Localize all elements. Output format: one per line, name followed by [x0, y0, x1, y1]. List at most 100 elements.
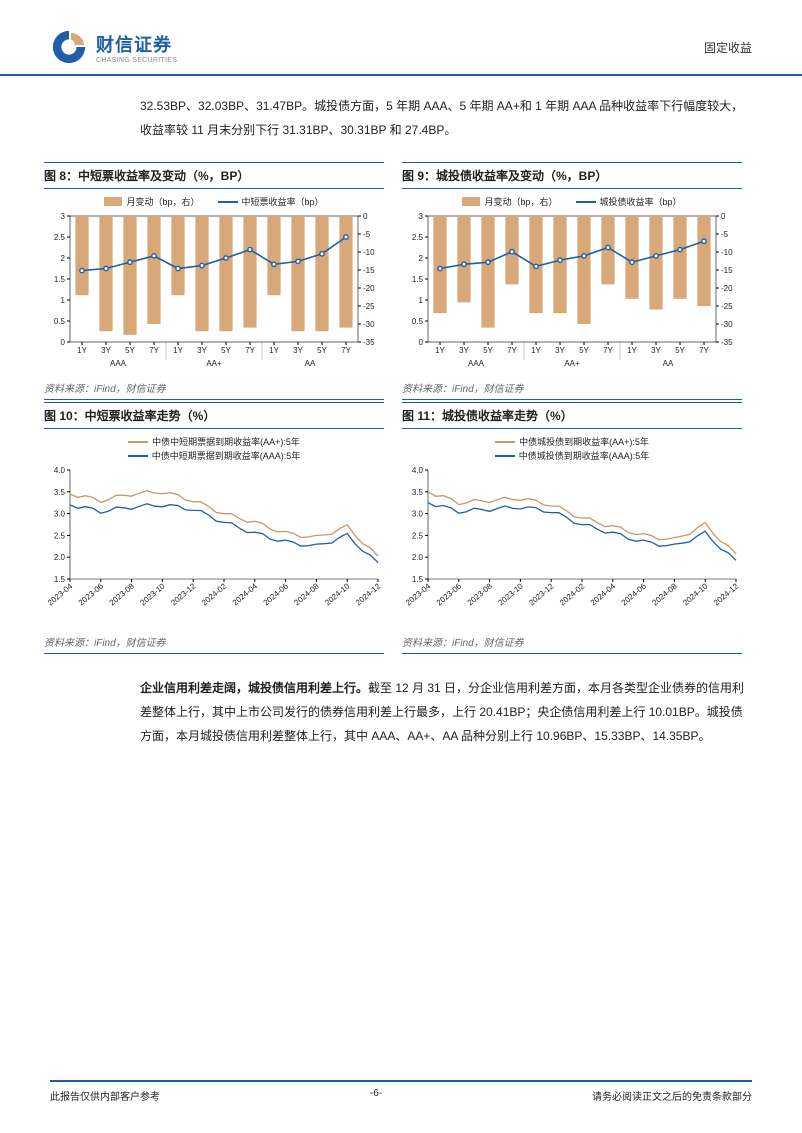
line-swatch	[576, 201, 596, 203]
svg-text:5Y: 5Y	[675, 346, 685, 355]
svg-text:3: 3	[61, 212, 66, 221]
svg-text:2.5: 2.5	[412, 233, 424, 242]
line-swatch	[495, 455, 515, 457]
svg-text:3.0: 3.0	[54, 510, 66, 519]
svg-text:3.5: 3.5	[54, 488, 66, 497]
svg-text:2024-02: 2024-02	[200, 581, 229, 607]
svg-text:5Y: 5Y	[579, 346, 589, 355]
fig9: 图 9：城投债收益率及变动（%，BP） 月变动（bp，右） 城投债收益率（bp）…	[402, 162, 742, 400]
svg-text:AAA: AAA	[468, 359, 485, 368]
svg-text:-10: -10	[363, 248, 375, 257]
fig8-chart: 00.511.522.53-35-30-25-20-15-10-501Y3Y5Y…	[44, 212, 384, 372]
svg-text:2023-06: 2023-06	[77, 581, 106, 607]
page-footer: 此报告仅供内部客户参考 -6- 请务必阅读正文之后的免责条款部分	[0, 1080, 802, 1133]
svg-text:2024-08: 2024-08	[292, 581, 321, 607]
svg-text:4.0: 4.0	[412, 466, 424, 475]
svg-text:2024-08: 2024-08	[650, 581, 679, 607]
svg-text:2.5: 2.5	[54, 531, 66, 540]
svg-text:2.0: 2.0	[412, 553, 424, 562]
svg-text:AAA: AAA	[110, 359, 127, 368]
svg-text:-15: -15	[363, 266, 375, 275]
svg-text:2023-06: 2023-06	[435, 581, 464, 607]
fig10-chart: 1.52.02.53.03.54.02023-042023-062023-082…	[44, 466, 384, 621]
svg-text:3: 3	[419, 212, 424, 221]
svg-text:1Y: 1Y	[269, 346, 279, 355]
svg-text:1Y: 1Y	[173, 346, 183, 355]
svg-text:3Y: 3Y	[459, 346, 469, 355]
svg-text:-30: -30	[721, 320, 733, 329]
svg-text:2023-12: 2023-12	[169, 581, 198, 607]
svg-text:AA: AA	[305, 359, 316, 368]
svg-text:0: 0	[721, 212, 726, 221]
line-swatch	[495, 441, 515, 443]
svg-text:2023-12: 2023-12	[527, 581, 556, 607]
fig9-title: 图 9：城投债收益率及变动（%，BP）	[402, 162, 742, 189]
svg-text:7Y: 7Y	[341, 346, 351, 355]
fig11-chart: 1.52.02.53.03.54.02023-042023-062023-082…	[402, 466, 742, 621]
svg-text:1.5: 1.5	[54, 275, 66, 284]
fig11-source: 资料来源：iFind，财信证券	[402, 630, 742, 654]
svg-text:-25: -25	[721, 302, 733, 311]
fig8-source: 资料来源：iFind，财信证券	[44, 376, 384, 400]
svg-text:1Y: 1Y	[435, 346, 445, 355]
svg-text:1.5: 1.5	[412, 275, 424, 284]
svg-text:1.5: 1.5	[412, 575, 424, 584]
svg-text:7Y: 7Y	[603, 346, 613, 355]
svg-text:2024-12: 2024-12	[354, 581, 383, 607]
svg-text:2023-08: 2023-08	[108, 581, 137, 607]
svg-text:2023-04: 2023-04	[404, 581, 433, 607]
svg-text:4.0: 4.0	[54, 466, 66, 475]
svg-text:-35: -35	[721, 338, 733, 347]
svg-text:3Y: 3Y	[555, 346, 565, 355]
svg-text:3Y: 3Y	[101, 346, 111, 355]
fig11-legend: 中债城投债到期收益率(AA+):5年 中债城投债到期收益率(AAA):5年	[402, 435, 742, 462]
svg-text:2.5: 2.5	[54, 233, 66, 242]
svg-text:2.0: 2.0	[54, 553, 66, 562]
para2-bold: 企业信用利差走阔，城投债信用利差上行。	[140, 681, 368, 695]
svg-text:2024-06: 2024-06	[620, 581, 649, 607]
svg-text:2024-04: 2024-04	[231, 581, 260, 607]
fig10-source: 资料来源：iFind，财信证券	[44, 630, 384, 654]
svg-text:2: 2	[61, 254, 66, 263]
svg-text:2023-10: 2023-10	[496, 581, 525, 607]
fig11-title: 图 11：城投债收益率走势（%）	[402, 402, 742, 429]
svg-text:0.5: 0.5	[412, 317, 424, 326]
brand-logo: 财信证券 CHASING SECURITIES	[50, 28, 177, 66]
svg-text:-15: -15	[721, 266, 733, 275]
logo-icon	[50, 28, 88, 66]
page-header: 财信证券 CHASING SECURITIES 固定收益	[0, 0, 802, 76]
svg-text:7Y: 7Y	[507, 346, 517, 355]
svg-text:2024-10: 2024-10	[323, 581, 352, 607]
footer-right: 请务必阅读正文之后的免责条款部分	[592, 1088, 752, 1103]
svg-text:-20: -20	[363, 284, 375, 293]
line-swatch	[128, 441, 148, 443]
svg-text:0: 0	[419, 338, 424, 347]
svg-text:2024-12: 2024-12	[712, 581, 741, 607]
header-category: 固定收益	[704, 39, 752, 56]
svg-text:0: 0	[61, 338, 66, 347]
svg-text:5Y: 5Y	[125, 346, 135, 355]
svg-text:2024-10: 2024-10	[681, 581, 710, 607]
fig8-legend: 月变动（bp，右） 中短票收益率（bp）	[44, 195, 384, 208]
svg-text:5Y: 5Y	[221, 346, 231, 355]
line-swatch	[128, 455, 148, 457]
svg-text:1Y: 1Y	[77, 346, 87, 355]
fig11: 图 11：城投债收益率走势（%） 中债城投债到期收益率(AA+):5年 中债城投…	[402, 402, 742, 654]
bar-swatch	[104, 197, 122, 206]
svg-text:0.5: 0.5	[54, 317, 66, 326]
paragraph-2: 企业信用利差走阔，城投债信用利差上行。截至 12 月 31 日，分企业信用利差方…	[140, 676, 752, 748]
svg-text:3Y: 3Y	[651, 346, 661, 355]
svg-text:7Y: 7Y	[149, 346, 159, 355]
svg-text:3Y: 3Y	[197, 346, 207, 355]
fig8: 图 8：中短票收益率及变动（%，BP） 月变动（bp，右） 中短票收益率（bp）…	[44, 162, 384, 400]
line-swatch	[218, 201, 238, 203]
fig9-legend: 月变动（bp，右） 城投债收益率（bp）	[402, 195, 742, 208]
svg-text:AA+: AA+	[206, 359, 222, 368]
fig10-title: 图 10：中短票收益率走势（%）	[44, 402, 384, 429]
svg-text:1Y: 1Y	[531, 346, 541, 355]
fig9-source: 资料来源：iFind，财信证券	[402, 376, 742, 400]
svg-text:-5: -5	[363, 230, 371, 239]
svg-text:1: 1	[419, 296, 424, 305]
svg-text:-35: -35	[363, 338, 375, 347]
svg-text:1Y: 1Y	[627, 346, 637, 355]
